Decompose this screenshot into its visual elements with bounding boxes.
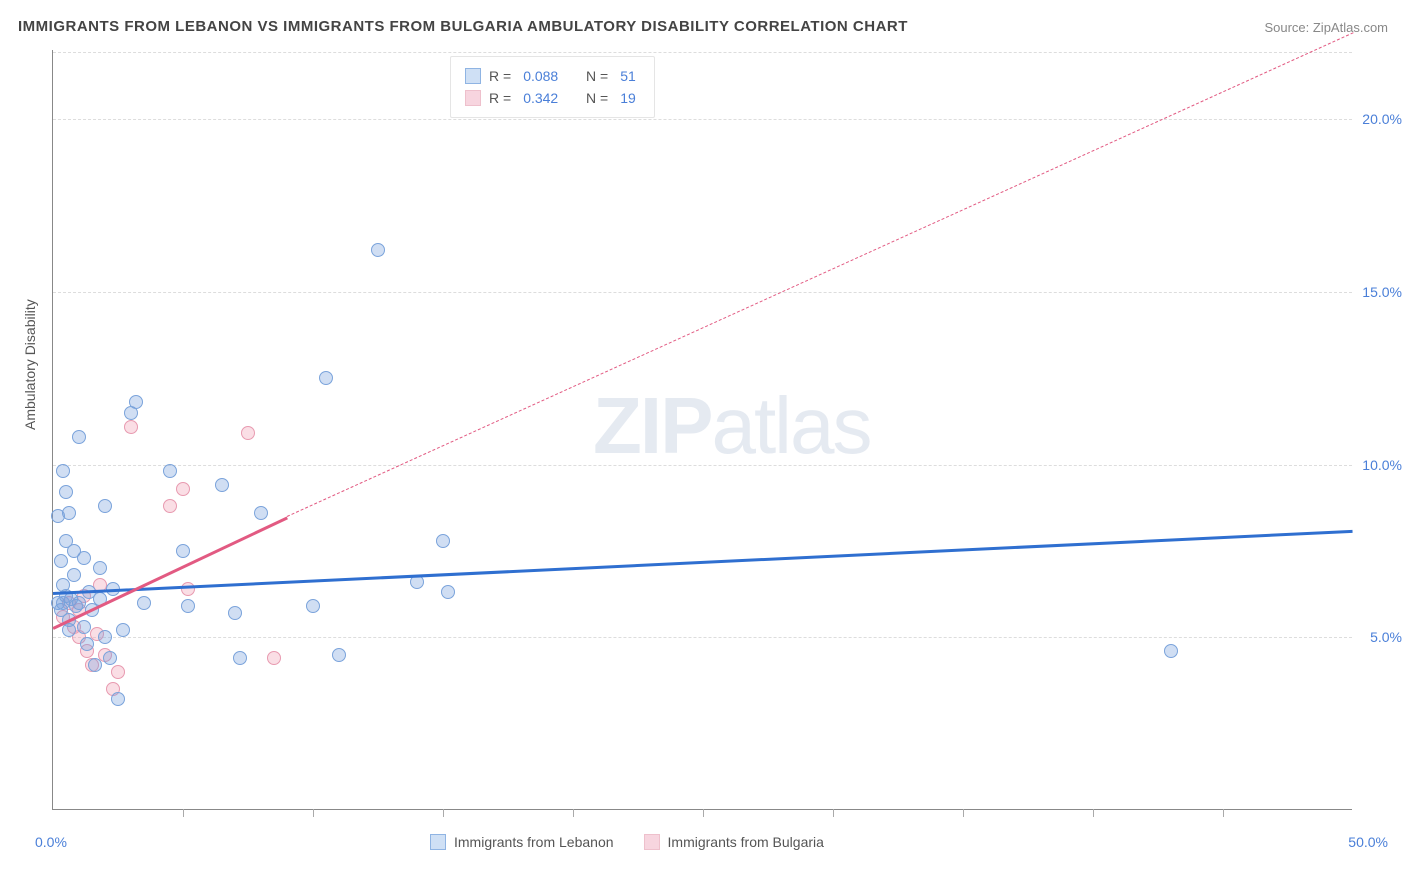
- gridline: [53, 465, 1352, 466]
- data-point: [233, 651, 247, 665]
- data-point: [371, 243, 385, 257]
- y-axis-label: Ambulatory Disability: [22, 299, 38, 430]
- gridline: [53, 52, 1352, 53]
- data-point: [228, 606, 242, 620]
- legend-series: Immigrants from Lebanon Immigrants from …: [430, 834, 824, 850]
- y-tick-label: 15.0%: [1357, 284, 1402, 300]
- data-point: [59, 485, 73, 499]
- legend-row-bulgaria: R = 0.342 N = 19: [465, 87, 640, 109]
- data-point: [332, 648, 346, 662]
- trend-line: [53, 530, 1353, 595]
- data-point: [1164, 644, 1178, 658]
- x-tick: [183, 809, 184, 817]
- data-point: [111, 692, 125, 706]
- x-tick: [1093, 809, 1094, 817]
- gridline: [53, 292, 1352, 293]
- data-point: [124, 420, 138, 434]
- data-point: [111, 665, 125, 679]
- data-point: [77, 620, 91, 634]
- data-point: [67, 568, 81, 582]
- data-point: [176, 544, 190, 558]
- chart-title: IMMIGRANTS FROM LEBANON VS IMMIGRANTS FR…: [18, 18, 908, 35]
- legend-stats-box: R = 0.088 N = 51 R = 0.342 N = 19: [450, 56, 655, 118]
- legend-item-lebanon: Immigrants from Lebanon: [430, 834, 614, 850]
- x-tick: [1223, 809, 1224, 817]
- watermark: ZIPatlas: [593, 380, 870, 472]
- data-point: [88, 658, 102, 672]
- data-point: [98, 630, 112, 644]
- trend-line: [52, 516, 287, 629]
- swatch-lebanon-bottom: [430, 834, 446, 850]
- swatch-bulgaria-bottom: [644, 834, 660, 850]
- source-attribution: Source: ZipAtlas.com: [1264, 20, 1388, 35]
- data-point: [93, 561, 107, 575]
- data-point: [72, 430, 86, 444]
- data-point: [62, 623, 76, 637]
- x-axis-min-label: 0.0%: [35, 834, 67, 850]
- data-point: [59, 534, 73, 548]
- correlation-chart: IMMIGRANTS FROM LEBANON VS IMMIGRANTS FR…: [0, 0, 1406, 892]
- data-point: [163, 464, 177, 478]
- data-point: [306, 599, 320, 613]
- x-tick: [833, 809, 834, 817]
- y-tick-label: 20.0%: [1357, 111, 1402, 127]
- x-tick: [963, 809, 964, 817]
- trend-line: [287, 33, 1353, 518]
- swatch-bulgaria: [465, 90, 481, 106]
- data-point: [441, 585, 455, 599]
- data-point: [163, 499, 177, 513]
- x-axis-max-label: 50.0%: [1348, 834, 1388, 850]
- legend-item-bulgaria: Immigrants from Bulgaria: [644, 834, 824, 850]
- data-point: [254, 506, 268, 520]
- data-point: [80, 637, 94, 651]
- data-point: [129, 395, 143, 409]
- y-tick-label: 10.0%: [1357, 457, 1402, 473]
- y-tick-label: 5.0%: [1357, 629, 1402, 645]
- data-point: [241, 426, 255, 440]
- data-point: [215, 478, 229, 492]
- data-point: [267, 651, 281, 665]
- data-point: [436, 534, 450, 548]
- data-point: [51, 509, 65, 523]
- data-point: [103, 651, 117, 665]
- data-point: [181, 599, 195, 613]
- data-point: [319, 371, 333, 385]
- data-point: [77, 551, 91, 565]
- swatch-lebanon: [465, 68, 481, 84]
- data-point: [116, 623, 130, 637]
- data-point: [69, 599, 83, 613]
- x-tick: [443, 809, 444, 817]
- plot-area: ZIPatlas 5.0%10.0%15.0%20.0%: [52, 50, 1352, 810]
- legend-row-lebanon: R = 0.088 N = 51: [465, 65, 640, 87]
- data-point: [56, 596, 70, 610]
- x-tick: [703, 809, 704, 817]
- data-point: [98, 499, 112, 513]
- data-point: [176, 482, 190, 496]
- x-tick: [313, 809, 314, 817]
- gridline: [53, 637, 1352, 638]
- data-point: [56, 464, 70, 478]
- data-point: [54, 554, 68, 568]
- data-point: [137, 596, 151, 610]
- x-tick: [573, 809, 574, 817]
- data-point: [181, 582, 195, 596]
